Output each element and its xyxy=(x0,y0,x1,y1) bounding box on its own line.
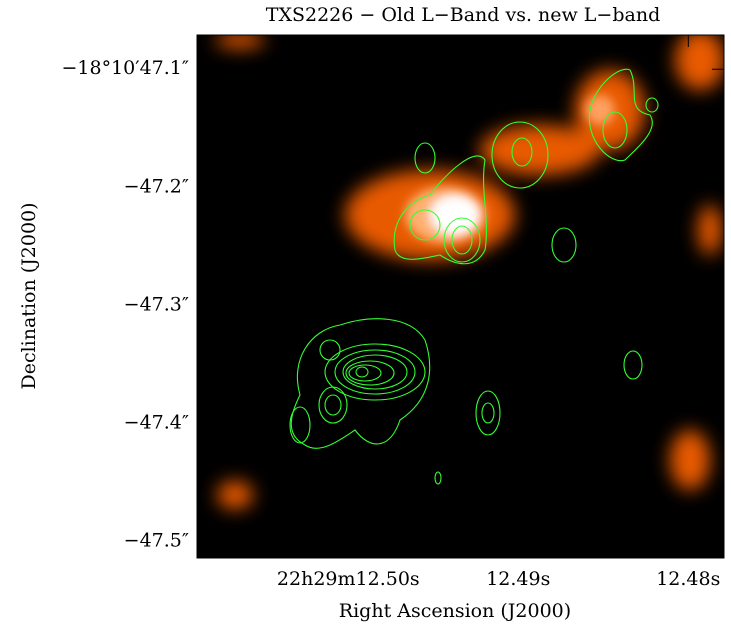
x-tick-label: 22h29m12.50s xyxy=(277,568,420,590)
chart-title: TXS2226 − Old L−Band vs. new L−band xyxy=(266,4,660,26)
chart: TXS2226 − Old L−Band vs. new L−band xyxy=(0,0,731,637)
x-axis-label: Right Ascension (J2000) xyxy=(339,600,571,622)
y-tick-label: −47.5″ xyxy=(124,529,189,551)
y-tick-label: −47.3″ xyxy=(124,293,189,315)
y-tick-label: −47.2″ xyxy=(124,175,189,197)
y-tick-label: −47.4″ xyxy=(124,411,189,433)
x-tick-label: 12.49s xyxy=(486,568,550,590)
y-axis-label: Declination (J2000) xyxy=(18,202,40,389)
y-tick-label: −18°10′47.1″ xyxy=(62,57,190,79)
x-tick-label: 12.48s xyxy=(656,568,720,590)
